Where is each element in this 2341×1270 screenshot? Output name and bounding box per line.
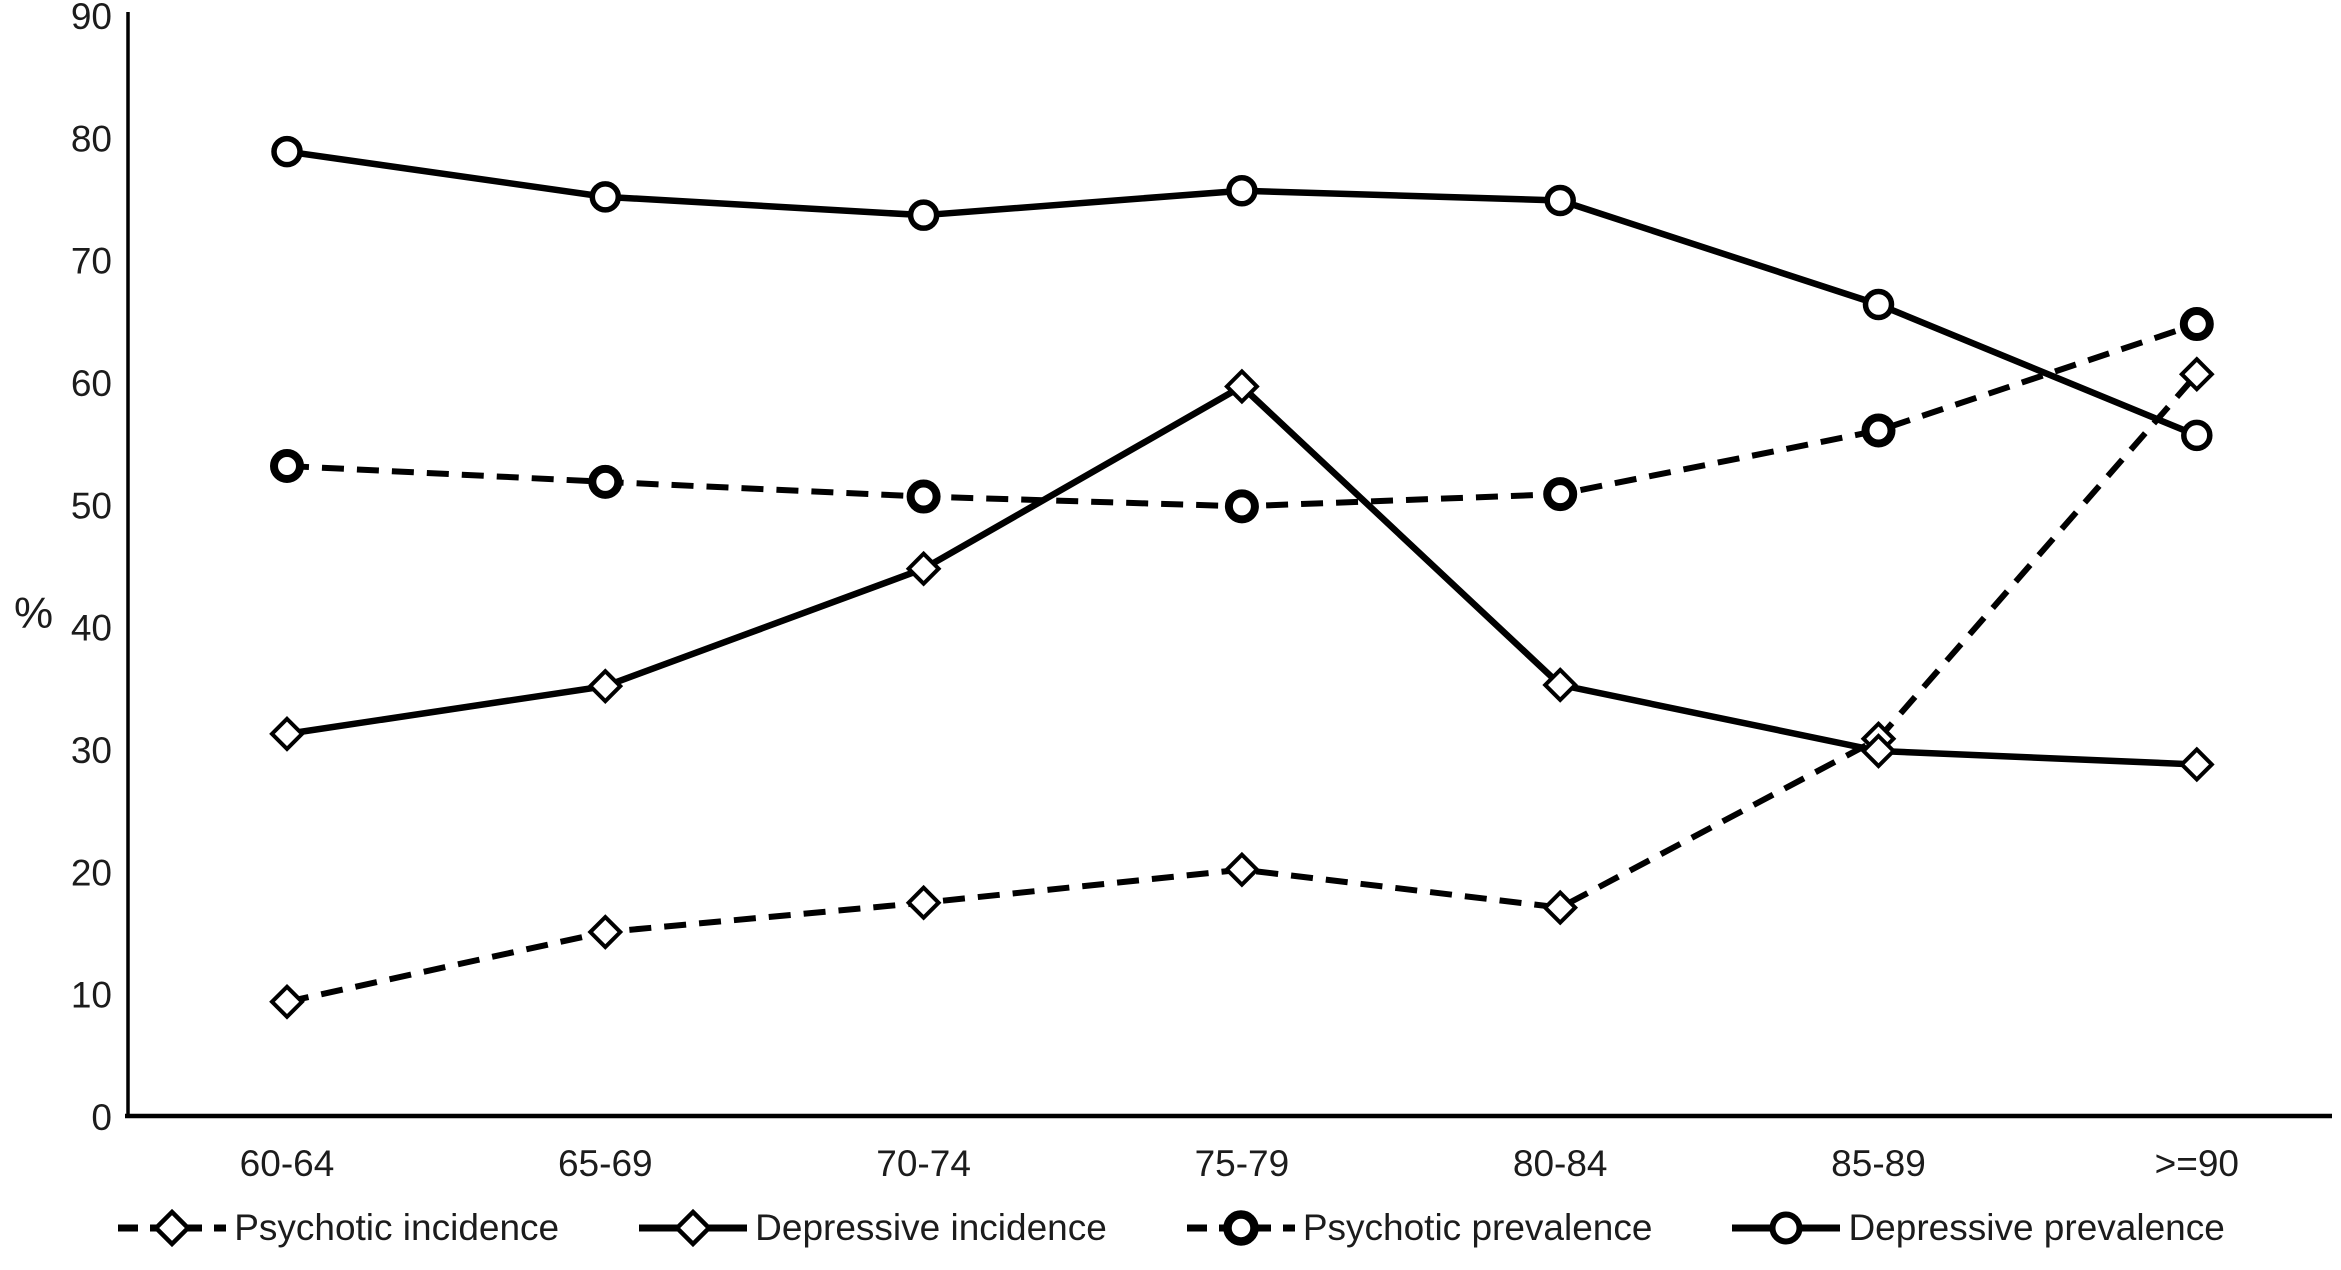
legend-entry-psychotic-incidence: Psychotic incidence — [116, 1204, 559, 1252]
legend-entry-psychotic-prevalence: Psychotic prevalence — [1185, 1204, 1653, 1252]
y-tick-label: 50 — [71, 485, 112, 526]
y-axis-title: % — [14, 589, 53, 638]
diamond-marker — [2178, 746, 2215, 783]
diamond-marker — [587, 914, 624, 950]
diamond-marker — [1542, 889, 1579, 926]
circle-marker — [906, 479, 941, 514]
y-tick-label: 10 — [71, 975, 112, 1016]
legend-label: Psychotic incidence — [234, 1207, 560, 1248]
chart-legend: Psychotic incidence Depressive incidence P… — [0, 1196, 2341, 1260]
circle-marker — [588, 464, 623, 499]
y-tick-label: 60 — [71, 363, 112, 404]
circle-marker — [1769, 1211, 1803, 1245]
diamond-marker — [905, 550, 942, 587]
circle-marker — [1862, 288, 1895, 321]
circle-marker — [1226, 174, 1258, 207]
x-tick-label: 70-74 — [876, 1143, 971, 1184]
diamond-marker — [673, 1208, 713, 1248]
x-tick-label: 80-84 — [1513, 1143, 1608, 1184]
dashed-circle-legend-icon — [1186, 1210, 1295, 1246]
diamond-marker — [1224, 851, 1260, 888]
circle-marker — [1861, 413, 1896, 448]
circle-marker — [2181, 419, 2213, 452]
circle-marker — [907, 199, 940, 231]
diamond-marker — [1542, 667, 1579, 703]
legend-entry-depressive-prevalence: Depressive prevalence — [1730, 1204, 2225, 1252]
diamond-marker — [1860, 733, 1897, 769]
x-tick-label: 75-79 — [1195, 1143, 1290, 1184]
series-psychotic-incidence — [269, 356, 2215, 1020]
circle-marker — [2179, 307, 2214, 342]
y-tick-label: 30 — [71, 730, 112, 771]
legend-label: Psychotic prevalence — [1302, 1207, 1653, 1248]
y-tick-label: 40 — [71, 608, 112, 649]
dashed-diamond-legend-icon — [118, 1208, 227, 1248]
solid-diamond-legend-icon — [639, 1208, 748, 1248]
circle-marker — [1223, 1210, 1259, 1246]
diamond-marker — [2178, 356, 2215, 393]
solid-circle-legend-icon — [1732, 1211, 1841, 1245]
y-tick-label: 90 — [71, 0, 112, 37]
diamond-marker — [269, 716, 305, 752]
y-tick-label: 20 — [71, 852, 112, 893]
x-tick-label: 60-64 — [240, 1143, 335, 1184]
diamond-marker — [153, 1208, 192, 1248]
x-tick-label: >=90 — [2155, 1143, 2239, 1184]
series-depressive-incidence — [269, 368, 2215, 783]
diamond-marker — [1224, 368, 1260, 405]
diamond-marker — [269, 983, 305, 1020]
circle-marker — [1543, 477, 1578, 512]
legend-entry-depressive-incidence: Depressive incidence — [637, 1204, 1107, 1252]
circle-marker — [1224, 489, 1259, 524]
legend-label: Depressive incidence — [755, 1207, 1107, 1248]
circle-marker — [589, 181, 622, 213]
y-tick-label: 0 — [91, 1097, 112, 1138]
series-line — [286, 321, 2198, 510]
legend-label: Depressive prevalence — [1848, 1207, 2225, 1248]
series-line — [286, 382, 2197, 768]
y-tick-label: 70 — [71, 241, 112, 282]
diamond-marker — [587, 668, 624, 704]
circle-marker — [270, 448, 304, 483]
series-depressive-prevalence — [271, 135, 2213, 452]
x-tick-label: 65-69 — [558, 1143, 653, 1184]
circle-marker — [1544, 184, 1576, 217]
x-tick-label: 85-89 — [1831, 1143, 1926, 1184]
series-psychotic-prevalence — [270, 307, 2214, 524]
circle-marker — [271, 135, 303, 168]
y-tick-label: 80 — [71, 118, 112, 159]
diamond-marker — [905, 884, 942, 921]
